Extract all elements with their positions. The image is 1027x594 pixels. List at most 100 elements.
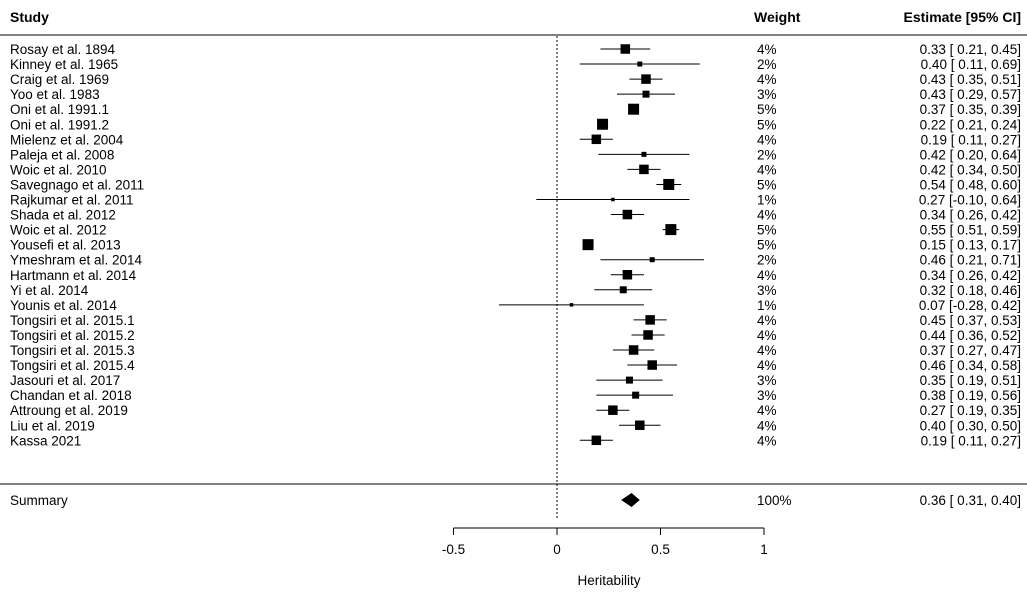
study-estimate-ci: 0.35 [ 0.19, 0.51] — [920, 373, 1021, 388]
summary-label: Summary — [10, 493, 68, 508]
study-estimate-ci: 0.27 [-0.10, 0.64] — [919, 193, 1021, 208]
point-estimate-square — [641, 151, 647, 157]
study-weight: 5% — [757, 177, 777, 192]
study-row: Chandan et al. 2018 3% 0.38 [ 0.19, 0.56] — [10, 388, 1021, 403]
study-weight: 2% — [757, 147, 777, 162]
study-weight: 4% — [757, 418, 777, 433]
study-estimate-ci: 0.22 [ 0.21, 0.24] — [920, 117, 1021, 132]
study-name: Yoo et al. 1983 — [10, 87, 100, 102]
study-row: Attroung et al. 2019 4% 0.27 [ 0.19, 0.35] — [10, 403, 1021, 418]
study-row: Rosay et al. 1894 4% 0.33 [ 0.21, 0.45] — [10, 42, 1021, 57]
point-estimate-square — [582, 239, 594, 251]
study-name: Rajkumar et al. 2011 — [10, 193, 134, 208]
study-estimate-ci: 0.32 [ 0.18, 0.46] — [920, 283, 1021, 298]
study-name: Tongsiri et al. 2015.4 — [10, 358, 135, 373]
point-estimate-square — [591, 435, 602, 446]
point-estimate-square — [591, 134, 602, 145]
study-row: Ymeshram et al. 2014 2% 0.46 [ 0.21, 0.71] — [10, 253, 1021, 268]
study-weight: 3% — [757, 283, 777, 298]
study-row: Hartmann et al. 2014 4% 0.34 [ 0.26, 0.42] — [10, 268, 1021, 283]
study-weight: 4% — [757, 403, 777, 418]
study-row: Tongsiri et al. 2015.2 4% 0.44 [ 0.36, 0.5… — [10, 328, 1021, 343]
study-estimate-ci: 0.55 [ 0.51, 0.59] — [920, 223, 1021, 238]
study-row: Younis et al. 2014 1% 0.07 [-0.28, 0.42] — [10, 298, 1021, 313]
point-estimate-square — [619, 286, 627, 294]
point-estimate-square — [608, 405, 618, 415]
summary-weight: 100% — [757, 493, 792, 508]
study-name: Woic et al. 2012 — [10, 223, 107, 238]
study-name: Savegnago et al. 2011 — [10, 177, 144, 192]
study-row: Oni et al. 1991.2 5% 0.22 [ 0.21, 0.24] — [10, 117, 1021, 132]
study-name: Woic et al. 2010 — [10, 162, 107, 177]
study-name: Oni et al. 1991.1 — [10, 102, 109, 117]
study-name: Chandan et al. 2018 — [10, 388, 132, 403]
study-row: Rajkumar et al. 2011 1% 0.27 [-0.10, 0.64] — [10, 193, 1021, 208]
x-tick-label: 1 — [760, 542, 768, 557]
study-estimate-ci: 0.42 [ 0.34, 0.50] — [920, 162, 1021, 177]
study-name: Tongsiri et al. 2015.3 — [10, 343, 135, 358]
study-estimate-ci: 0.34 [ 0.26, 0.42] — [920, 208, 1021, 223]
study-weight: 3% — [757, 388, 777, 403]
study-estimate-ci: 0.46 [ 0.34, 0.58] — [920, 358, 1021, 373]
study-name: Jasouri et al. 2017 — [10, 373, 120, 388]
study-estimate-ci: 0.19 [ 0.11, 0.27] — [921, 433, 1021, 448]
point-estimate-square — [645, 315, 655, 325]
study-row: Shada et al. 2012 4% 0.34 [ 0.26, 0.42] — [10, 208, 1021, 223]
estimate-column-header: Estimate [95% CI] — [904, 9, 1021, 25]
study-name: Yi et al. 2014 — [10, 283, 89, 298]
study-estimate-ci: 0.43 [ 0.29, 0.57] — [920, 87, 1021, 102]
point-estimate-square — [625, 376, 633, 384]
study-name: Shada et al. 2012 — [10, 208, 116, 223]
study-estimate-ci: 0.15 [ 0.13, 0.17] — [920, 238, 1021, 253]
point-estimate-square — [632, 391, 640, 399]
study-name: Kinney et al. 1965 — [10, 57, 118, 72]
study-name: Paleja et al. 2008 — [10, 147, 114, 162]
point-estimate-square — [649, 257, 655, 263]
study-column-header: Study — [10, 9, 49, 25]
study-weight: 5% — [757, 117, 777, 132]
study-row: Woic et al. 2012 5% 0.55 [ 0.51, 0.59] — [10, 223, 1021, 238]
study-name: Mielenz et al. 2004 — [10, 132, 124, 147]
study-estimate-ci: 0.37 [ 0.27, 0.47] — [920, 343, 1021, 358]
study-row: Paleja et al. 2008 2% 0.42 [ 0.20, 0.64] — [10, 147, 1021, 162]
study-name: Rosay et al. 1894 — [10, 42, 116, 57]
study-row: Savegnago et al. 2011 5% 0.54 [ 0.48, 0.60… — [10, 177, 1021, 192]
study-row: Oni et al. 1991.1 5% 0.37 [ 0.35, 0.39] — [10, 102, 1021, 117]
study-name: Oni et al. 1991.2 — [10, 117, 109, 132]
point-estimate-square — [620, 44, 631, 54]
study-weight: 4% — [757, 162, 777, 177]
point-estimate-square — [611, 197, 615, 202]
study-weight: 2% — [757, 253, 777, 268]
point-estimate-square — [642, 90, 650, 98]
point-estimate-square — [635, 420, 645, 430]
study-row: Jasouri et al. 2017 3% 0.35 [ 0.19, 0.51] — [10, 373, 1021, 388]
point-estimate-square — [641, 74, 651, 84]
study-row: Tongsiri et al. 2015.1 4% 0.45 [ 0.37, 0.5… — [10, 313, 1021, 328]
study-weight: 5% — [757, 223, 777, 238]
point-estimate-square — [637, 61, 643, 67]
study-row: Liu et al. 2019 4% 0.40 [ 0.30, 0.50] — [10, 418, 1021, 433]
study-weight: 2% — [757, 57, 777, 72]
study-weight: 3% — [757, 87, 777, 102]
study-row: Yousefi et al. 2013 5% 0.15 [ 0.13, 0.17] — [10, 238, 1021, 253]
point-estimate-square — [665, 224, 677, 236]
study-weight: 4% — [757, 72, 777, 87]
study-estimate-ci: 0.07 [-0.28, 0.42] — [919, 298, 1021, 313]
summary-estimate-ci: 0.36 [ 0.31, 0.40] — [920, 493, 1021, 508]
study-weight: 5% — [757, 102, 777, 117]
study-estimate-ci: 0.34 [ 0.26, 0.42] — [920, 268, 1021, 283]
study-row: Yi et al. 2014 3% 0.32 [ 0.18, 0.46] — [10, 283, 1021, 298]
point-estimate-square — [622, 270, 633, 280]
study-estimate-ci: 0.40 [ 0.11, 0.69] — [921, 57, 1021, 72]
study-name: Kassa 2021 — [10, 433, 81, 448]
study-name: Ymeshram et al. 2014 — [10, 253, 143, 268]
study-weight: 4% — [757, 42, 777, 57]
study-estimate-ci: 0.45 [ 0.37, 0.53] — [920, 313, 1021, 328]
study-name: Younis et al. 2014 — [10, 298, 117, 313]
study-estimate-ci: 0.33 [ 0.21, 0.45] — [920, 42, 1021, 57]
study-row: Woic et al. 2010 4% 0.42 [ 0.34, 0.50] — [10, 162, 1021, 177]
study-name: Tongsiri et al. 2015.2 — [10, 328, 135, 343]
point-estimate-square — [628, 103, 640, 115]
point-estimate-square — [628, 345, 639, 355]
